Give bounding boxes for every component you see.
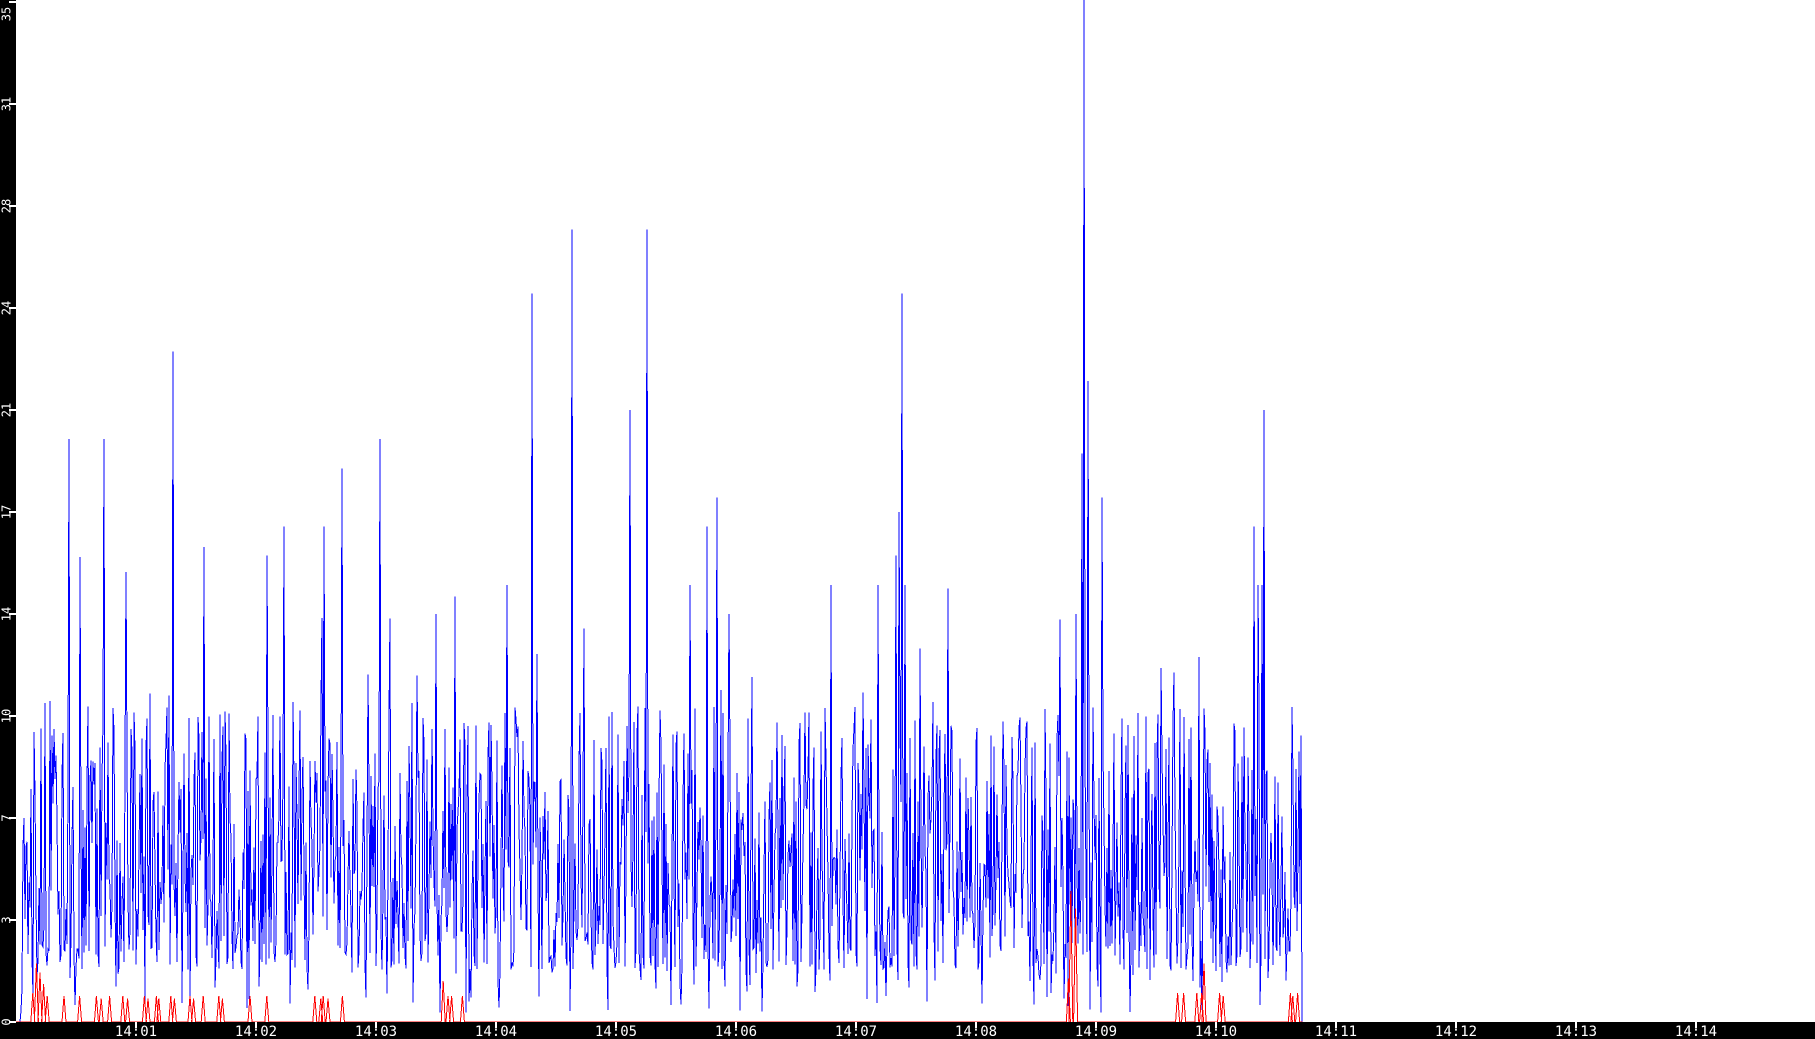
- y-axis-tick: [9, 103, 16, 106]
- x-axis-tick: [1095, 1022, 1097, 1028]
- y-axis-bar: [0, 0, 16, 1039]
- y-axis-label: 0: [0, 1018, 14, 1025]
- y-axis-label: 21: [0, 403, 14, 417]
- x-axis-tick: [135, 1022, 137, 1028]
- y-axis-label: 3: [0, 916, 14, 923]
- x-axis-tick: [1575, 1022, 1577, 1028]
- y-axis-tick: [9, 817, 16, 820]
- y-axis-tick: [9, 205, 16, 208]
- x-axis-tick: [1455, 1022, 1457, 1028]
- x-axis-label: 14:04: [475, 1024, 517, 1039]
- x-axis-tick: [375, 1022, 377, 1028]
- x-axis-label: 14:12: [1435, 1024, 1477, 1039]
- y-axis-tick: [9, 715, 16, 718]
- y-axis-tick: [9, 511, 16, 514]
- y-axis-label: 7: [0, 814, 14, 821]
- x-axis-label: 14:06: [715, 1024, 757, 1039]
- y-axis: 0 3 7 10 14 17 21 24 28 31 35: [0, 1, 16, 1026]
- x-axis-bar: [0, 1022, 1815, 1039]
- y-axis-label: 10: [0, 709, 14, 723]
- x-axis-label: 14:10: [1195, 1024, 1237, 1039]
- x-axis-tick: [255, 1022, 257, 1028]
- y-axis-label: 24: [0, 301, 14, 315]
- y-axis-tick: [9, 1, 16, 4]
- y-axis-label: 28: [0, 199, 14, 213]
- x-axis-label: 14:13: [1555, 1024, 1597, 1039]
- x-axis-label: 14:03: [355, 1024, 397, 1039]
- y-axis-tick: [9, 1021, 16, 1023]
- x-axis-label: 14:14: [1675, 1024, 1717, 1039]
- y-axis-tick: [9, 307, 16, 310]
- x-axis-tick: [615, 1022, 617, 1028]
- x-axis-tick: [1335, 1022, 1337, 1028]
- y-axis-label: 35: [0, 7, 14, 21]
- y-axis-tick: [9, 613, 16, 616]
- x-axis-label: 14:07: [835, 1024, 877, 1039]
- x-axis-label: 14:05: [595, 1024, 637, 1039]
- x-axis-tick: [975, 1022, 977, 1028]
- y-axis-label: 17: [0, 505, 14, 519]
- red-series-line: [16, 890, 1303, 1023]
- y-axis-label: 14: [0, 607, 14, 621]
- x-axis-label: 14:01: [115, 1024, 157, 1039]
- x-axis-tick: [855, 1022, 857, 1028]
- x-axis: 14:01 14:02 14:03 14:04 14:05 14:06 14:07 14:08…: [115, 1022, 1717, 1039]
- x-axis-tick: [735, 1022, 737, 1028]
- x-axis-tick: [495, 1022, 497, 1028]
- x-axis-label: 14:11: [1315, 1024, 1357, 1039]
- y-axis-tick: [9, 919, 16, 922]
- blue-series-line: [19, 0, 1303, 1023]
- x-axis-label: 14:02: [235, 1024, 277, 1039]
- x-axis-label: 14:08: [955, 1024, 997, 1039]
- x-axis-label: 14:09: [1075, 1024, 1117, 1039]
- x-axis-tick: [1695, 1022, 1697, 1028]
- x-axis-tick: [1215, 1022, 1217, 1028]
- y-axis-tick: [9, 409, 16, 412]
- y-axis-label: 31: [0, 97, 14, 111]
